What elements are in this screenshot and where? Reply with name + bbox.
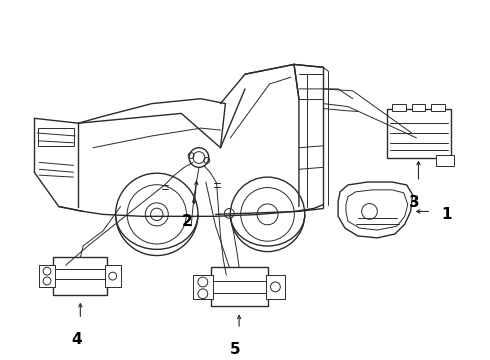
FancyBboxPatch shape	[266, 275, 285, 299]
Text: 3: 3	[409, 195, 420, 210]
Text: 2: 2	[182, 214, 193, 229]
Text: 5: 5	[230, 342, 241, 357]
FancyBboxPatch shape	[387, 108, 451, 158]
FancyBboxPatch shape	[211, 267, 268, 306]
FancyBboxPatch shape	[39, 265, 55, 287]
Text: 4: 4	[71, 332, 82, 347]
FancyBboxPatch shape	[431, 104, 445, 112]
FancyBboxPatch shape	[392, 104, 406, 112]
FancyBboxPatch shape	[412, 104, 425, 112]
FancyBboxPatch shape	[105, 265, 121, 287]
Text: 1: 1	[441, 207, 451, 222]
FancyBboxPatch shape	[193, 275, 213, 299]
FancyBboxPatch shape	[53, 257, 107, 295]
FancyBboxPatch shape	[436, 154, 454, 166]
